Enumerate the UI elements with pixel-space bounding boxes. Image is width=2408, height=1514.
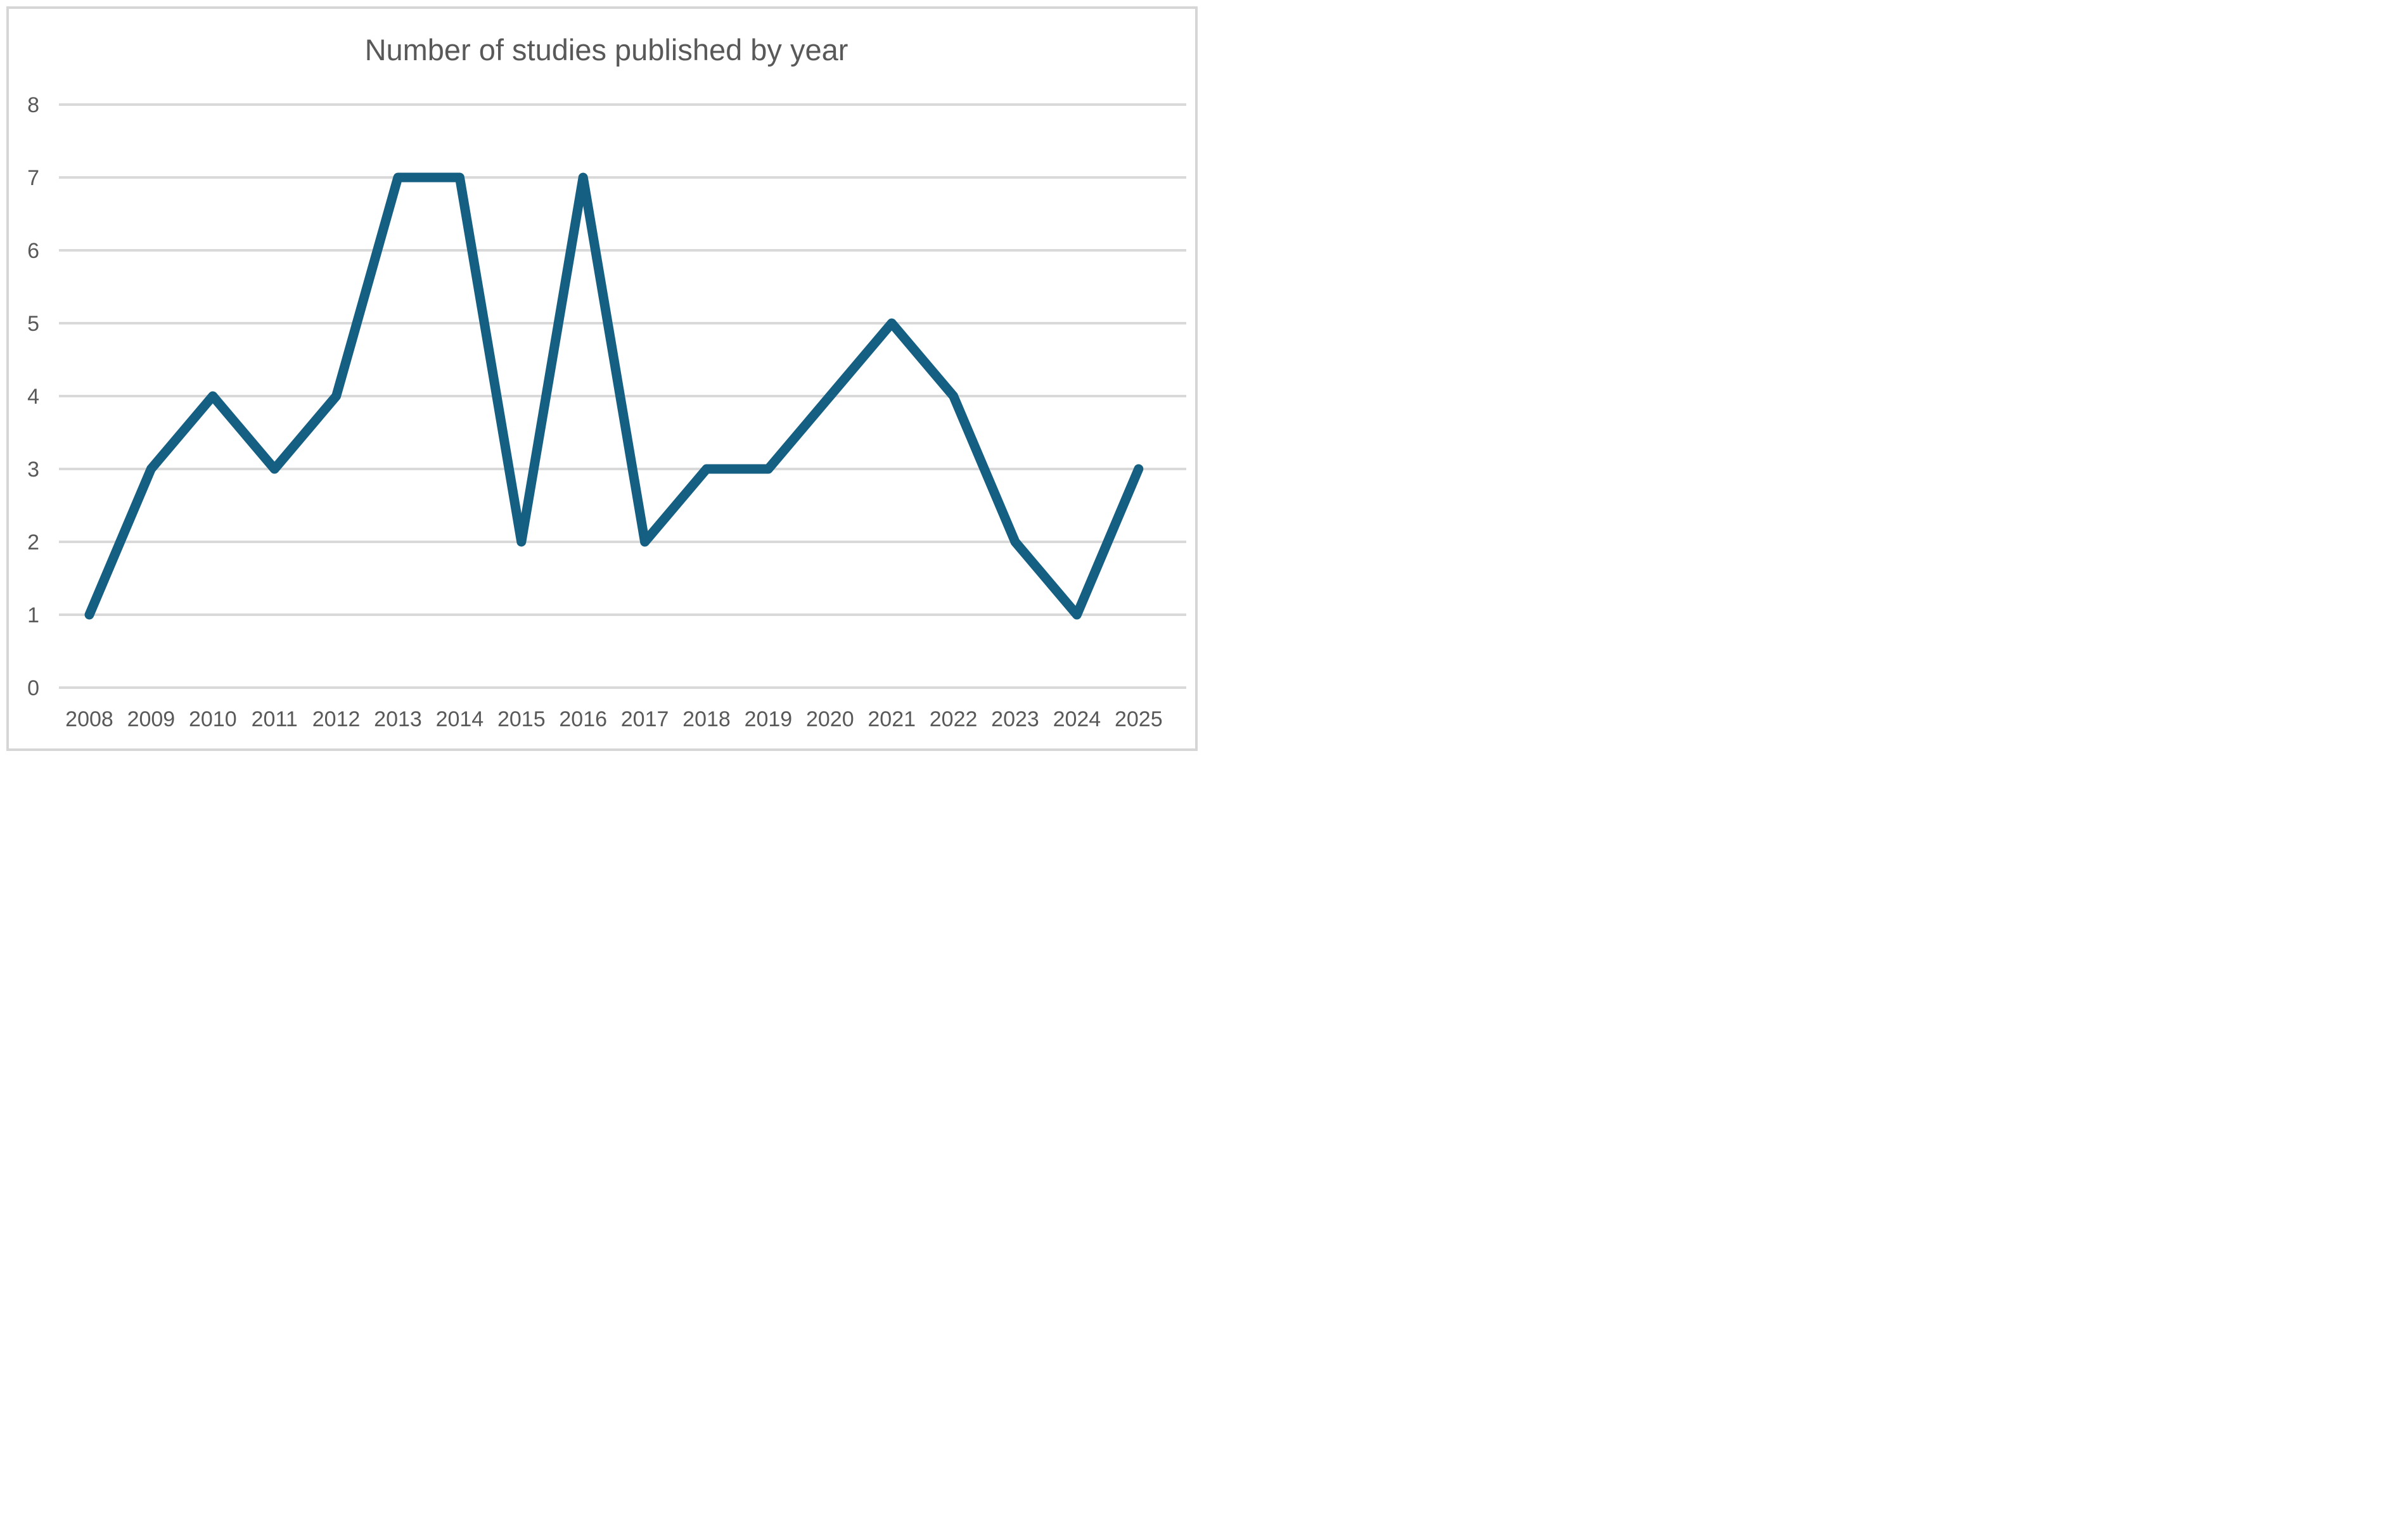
y-tick-label: 4 xyxy=(27,385,39,409)
x-tick-label: 2019 xyxy=(745,707,793,731)
x-tick-label: 2025 xyxy=(1115,707,1163,731)
y-tick-label: 8 xyxy=(27,93,39,117)
x-tick-label: 2009 xyxy=(127,707,176,731)
y-tick-label: 2 xyxy=(27,530,39,555)
y-tick-label: 7 xyxy=(27,166,39,190)
chart-title: Number of studies published by year xyxy=(365,33,849,67)
x-tick-label: 2014 xyxy=(436,707,484,731)
gridlines xyxy=(59,103,1186,689)
y-tick-label: 6 xyxy=(27,239,39,263)
series-line xyxy=(84,172,1144,620)
x-tick-label: 2008 xyxy=(65,707,113,731)
y-tick-label: 5 xyxy=(27,312,39,336)
x-tick-label: 2020 xyxy=(806,707,854,731)
x-tick-label: 2024 xyxy=(1053,707,1101,731)
y-tick-label: 3 xyxy=(27,458,39,482)
x-tick-label: 2012 xyxy=(312,707,361,731)
x-tick-label: 2023 xyxy=(991,707,1039,731)
x-tick-label: 2016 xyxy=(559,707,607,731)
x-tick-label: 2013 xyxy=(374,707,422,731)
y-axis-tick-labels: 0 1 2 3 4 5 6 7 8 xyxy=(27,93,39,700)
y-tick-label: 0 xyxy=(27,676,39,700)
x-tick-label: 2018 xyxy=(682,707,731,731)
x-axis-tick-labels: 2008 2009 2010 2011 2012 2013 2014 2015 2016 2017… xyxy=(65,707,1162,731)
x-tick-label: 2021 xyxy=(868,707,916,731)
x-tick-label: 2017 xyxy=(621,707,669,731)
x-tick-label: 2022 xyxy=(930,707,978,731)
y-tick-label: 1 xyxy=(27,603,39,627)
x-tick-label: 2011 xyxy=(252,707,298,731)
x-tick-label: 2010 xyxy=(189,707,237,731)
x-tick-label: 2015 xyxy=(497,707,546,731)
